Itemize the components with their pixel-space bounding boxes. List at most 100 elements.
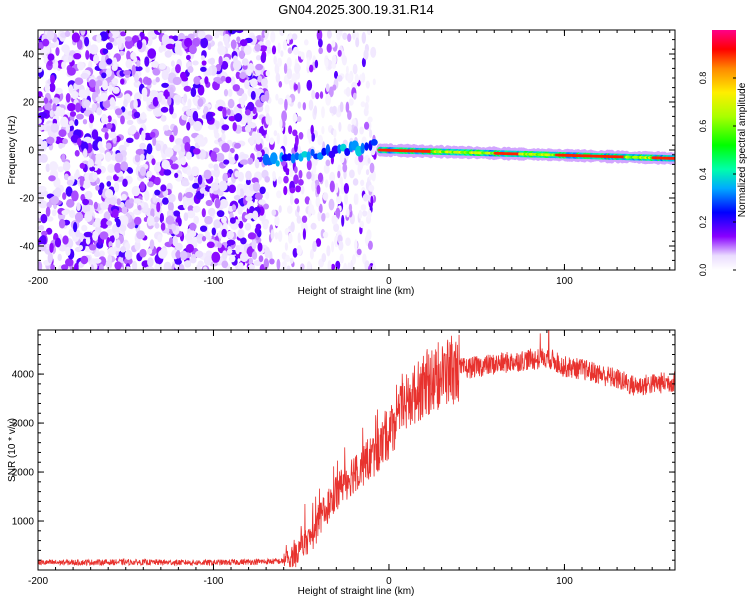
spectrogram-cell [364,236,370,245]
spectrogram-cell [82,198,90,206]
spectrogram-cell [163,261,172,270]
spectrogram-cell [186,169,192,176]
spectrogram-cell [42,38,50,47]
spectrogram-cell [357,161,364,171]
spectrogram-cell [120,115,125,125]
colorbar-tick-label: 0.2 [698,216,708,229]
spectrogram-cell [301,215,308,223]
spectrogram-cell [293,174,299,185]
spectrogram-cell [80,30,86,36]
spectrogram-cell [367,209,372,219]
spectrogram-cell [146,170,153,178]
spectrogram-cell [306,171,312,180]
spectrogram-cell [133,99,138,110]
spectrogram-cell [275,72,281,83]
spectrogram-cell [201,60,207,66]
spectrogram-cell [254,158,260,169]
spectrogram-cell [92,258,102,264]
spectrogram-cell [341,214,345,227]
spectrogram-cell [162,197,169,205]
spectrogram-cell [250,90,256,100]
spectrogram-cell [107,254,112,264]
spectrogram-cell [353,126,358,136]
spectrogram-cell [160,106,169,113]
spectrogram-cell [310,222,317,230]
spectrogram-cell [171,112,177,119]
spectrogram-cell [246,101,255,112]
spectrogram-cell [177,217,182,227]
spectrogram-cell [316,30,323,41]
spectrogram-cell [47,252,53,264]
spectrogram-cell [316,184,321,195]
spectrogram-cell [106,175,113,181]
spectrogram-cell [98,250,105,257]
spectrogram-cell [97,141,103,150]
spectrogram-cell [71,190,79,202]
spectrogram-cell [287,47,293,54]
spectrogram-cell [79,162,86,169]
spectrogram-cell [46,136,55,145]
spectrogram-cell [61,264,69,270]
spectrogram-cell [221,260,229,269]
spectrogram-cell [158,46,164,53]
spectrogram-cell [369,129,373,139]
spectrogram-cell [127,126,137,135]
spectrogram-cell [83,99,91,108]
spectrogram-cell [325,83,330,92]
spectrogram-cell [147,31,157,38]
spectrogram-cell [273,55,278,65]
spectrogram-cell [304,39,309,46]
spectrogram-cell [294,62,301,74]
spectrogram-cell [359,126,364,135]
spectrogram-cell [183,85,192,92]
spectrogram-cell [172,235,178,247]
spectrogram-cell [280,50,284,57]
spectrogram-cell [223,159,230,165]
spectrogram-cell [360,204,367,211]
spectrogram-cell [132,198,141,204]
spectrogram-cell [342,265,347,270]
spectrogram-cell [347,110,352,120]
spectrogram-cell [221,228,227,238]
spectrogram-cell [317,211,322,222]
spectrogram-cell [312,240,317,252]
spectrogram-cell [353,193,358,205]
spectrogram-cell [147,248,153,255]
spectrogram-cell [120,31,127,37]
spectrogram-cell [38,243,47,252]
spectrogram-cell [180,157,187,166]
spectrogram-cell [344,148,351,156]
spectrogram-cell [283,134,288,147]
spectrogram-cell [205,231,211,240]
spectrogram-cell [258,45,268,52]
spectrogram-cell [198,149,206,160]
spectrogram-cell [215,152,225,162]
spectrogram-cell [147,181,154,188]
spectrogram-cell [244,222,252,231]
spectrogram-cell [75,169,80,178]
spectrogram-cell [108,84,113,93]
spectrogram-cell [99,182,105,191]
spectrogram-cell [100,92,108,102]
chart-title: GN04.2025.300.19.31.R14 [278,2,433,17]
spectrogram-cell [315,196,321,208]
spectrogram-cell [360,179,365,186]
spectrogram-cell [352,63,358,75]
spectrogram-cell [131,64,136,76]
spectrogram-cell [352,254,356,265]
spectrogram-cell [38,96,46,107]
spectrogram-cell [361,31,366,44]
spectrogram-cell [49,109,54,118]
spectrogram-cell [132,260,138,270]
spectrogram-cell [364,101,369,112]
spectrogram-cell [309,249,314,260]
spectrogram-cell [232,59,242,71]
spectrogram-cell [50,123,60,133]
spectrogram-cell [229,217,236,224]
spectrogram-cell [255,63,263,71]
spectrogram-cell [294,198,300,205]
spectrogram-cell [263,203,269,210]
spectrogram-cell [133,131,140,140]
spectrogram-cell [82,203,91,214]
spectrogram-cell [217,45,226,56]
